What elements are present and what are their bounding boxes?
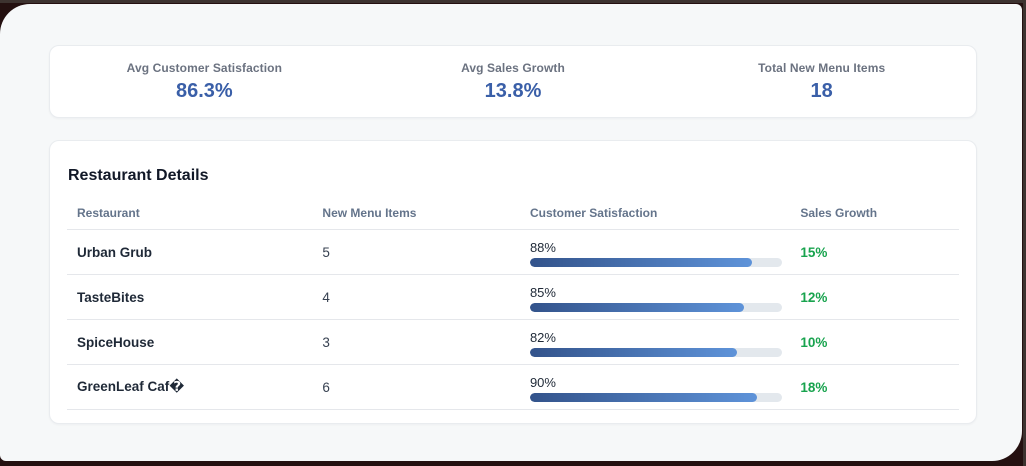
- stat-label: Total New Menu Items: [758, 60, 886, 75]
- new-menu-items-cell: 5: [322, 244, 330, 260]
- satisfaction-percent-label: 85%: [529, 284, 556, 300]
- stat-total-new-menu-items: Total New Menu Items 18: [667, 61, 976, 103]
- table-body: Urban Grub 5 88% 15% TasteBites 4 85% 12…: [67, 230, 959, 410]
- column-header-sales-growth: Sales Growth: [800, 206, 878, 220]
- satisfaction-progress-fill: [529, 347, 737, 357]
- column-header-customer-satisfaction: Customer Satisfaction: [529, 206, 658, 220]
- restaurant-details-card: Restaurant Details Restaurant New Menu I…: [49, 140, 977, 424]
- window-frame-top-edge: [0, 0, 1026, 3]
- satisfaction-percent-label: 82%: [529, 329, 556, 345]
- sales-growth-cell: 10%: [800, 334, 828, 350]
- stat-value: 13.8%: [484, 79, 542, 102]
- stat-label: Avg Sales Growth: [461, 60, 565, 75]
- customer-satisfaction-cell: 85%: [529, 281, 800, 314]
- table-row: SpiceHouse 3 82% 10%: [67, 320, 959, 365]
- column-header-new-menu-items: New Menu Items: [322, 206, 417, 220]
- satisfaction-progress-track: [529, 392, 782, 402]
- sales-growth-cell: 18%: [800, 379, 828, 395]
- new-menu-items-cell: 4: [322, 289, 330, 305]
- stat-value: 18: [810, 79, 833, 102]
- satisfaction-percent-label: 88%: [529, 239, 556, 255]
- satisfaction-progress-track: [529, 347, 782, 357]
- summary-stats-card: Avg Customer Satisfaction 86.3% Avg Sale…: [49, 45, 977, 118]
- window-frame-right-edge: [1023, 0, 1026, 466]
- customer-satisfaction-cell: 90%: [529, 371, 800, 404]
- stat-avg-sales-growth: Avg Sales Growth 13.8%: [359, 61, 668, 103]
- details-card-title: Restaurant Details: [68, 167, 209, 184]
- sales-growth-cell: 15%: [800, 244, 828, 260]
- table-row: GreenLeaf Caf� 6 90% 18%: [67, 365, 959, 410]
- satisfaction-progress-track: [529, 257, 782, 267]
- restaurant-name-cell: TasteBites: [77, 289, 145, 305]
- new-menu-items-cell: 3: [322, 334, 330, 350]
- new-menu-items-cell: 6: [322, 379, 330, 395]
- satisfaction-progress-fill: [529, 392, 757, 402]
- customer-satisfaction-cell: 88%: [529, 236, 800, 269]
- satisfaction-percent-label: 90%: [529, 374, 556, 390]
- restaurant-table: Restaurant New Menu Items Customer Satis…: [67, 197, 959, 410]
- stat-value: 86.3%: [175, 79, 233, 102]
- satisfaction-progress-fill: [529, 302, 745, 312]
- dashboard-panel: Avg Customer Satisfaction 86.3% Avg Sale…: [0, 4, 1022, 461]
- satisfaction-progress-track: [529, 302, 782, 312]
- table-row: Urban Grub 5 88% 15%: [67, 230, 959, 275]
- customer-satisfaction-cell: 82%: [529, 326, 800, 359]
- restaurant-name-cell: GreenLeaf Caf�: [77, 379, 185, 394]
- restaurant-name-cell: Urban Grub: [77, 244, 153, 260]
- column-header-restaurant: Restaurant: [77, 206, 140, 220]
- table-row: TasteBites 4 85% 12%: [67, 275, 959, 320]
- satisfaction-progress-fill: [529, 257, 752, 267]
- table-header-row: Restaurant New Menu Items Customer Satis…: [67, 197, 959, 230]
- restaurant-name-cell: SpiceHouse: [77, 334, 155, 350]
- sales-growth-cell: 12%: [800, 289, 828, 305]
- stat-label: Avg Customer Satisfaction: [126, 60, 283, 75]
- stat-avg-customer-satisfaction: Avg Customer Satisfaction 86.3%: [50, 61, 359, 103]
